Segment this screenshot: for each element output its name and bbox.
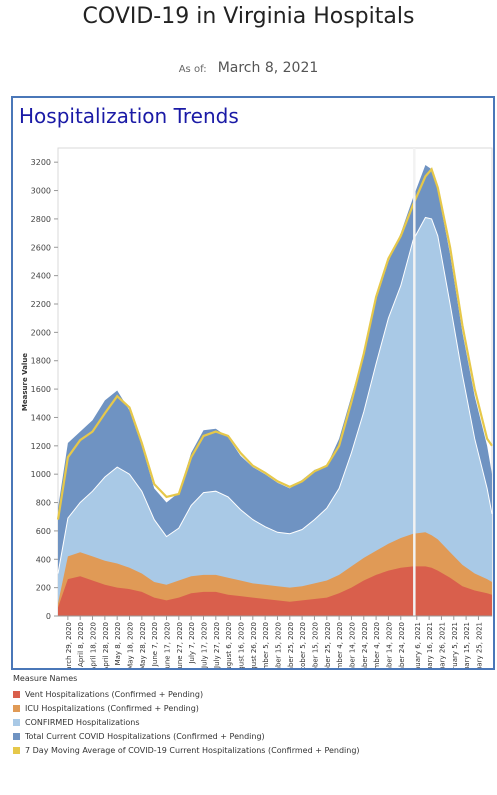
y-tick-label: 0 (46, 612, 51, 621)
series-vent-area (58, 566, 492, 616)
x-tick-label: March 29, 2020 (65, 622, 73, 668)
x-tick-label: November 4, 2020 (336, 622, 344, 668)
x-tick-label: July 27, 2020 (213, 622, 221, 668)
legend-label: ICU Hospitalizations (Confirmed + Pendin… (25, 703, 199, 713)
legend-item[interactable]: 7 Day Moving Average of COVID-19 Current… (13, 743, 493, 757)
x-tick-label: April 8, 2020 (77, 622, 85, 667)
x-tick-label: September 15, 2020 (274, 622, 282, 668)
y-axis-label: Measure Value (21, 353, 29, 411)
y-tick-label: 2600 (31, 243, 51, 252)
series-confirmed-line (57, 216, 493, 574)
x-tick-label: May 18, 2020 (127, 622, 135, 668)
page-title: COVID-19 in Virginia Hospitals (82, 4, 415, 29)
x-tick-label: December 14, 2020 (385, 622, 393, 668)
legend-swatch (13, 690, 20, 698)
legend-label: CONFIRMED Hospitalizations (25, 717, 140, 727)
legend-title: Measure Names (13, 674, 78, 683)
x-tick-label: October 5, 2020 (299, 622, 307, 668)
legend-swatch (13, 746, 20, 754)
y-tick-label: 1000 (31, 470, 51, 479)
y-tick-label: 2200 (31, 300, 51, 309)
legend-label: Vent Hospitalizations (Confirmed + Pendi… (25, 689, 204, 699)
legend-swatch (13, 732, 20, 740)
x-tick-label: December 4, 2020 (373, 622, 381, 668)
y-tick-label: 1800 (31, 357, 51, 366)
x-tick-label: June 7, 2020 (151, 622, 159, 667)
y-tick-label: 2400 (31, 272, 51, 281)
x-tick-label: August 16, 2020 (237, 622, 245, 668)
x-tick-label: January 16, 2021 (426, 622, 434, 668)
y-tick-label: 3200 (31, 158, 51, 167)
y-tick-label: 2000 (31, 328, 51, 337)
x-tick-label: May 8, 2020 (114, 622, 122, 665)
y-tick-label: 3000 (31, 187, 51, 196)
x-tick-label: September 5, 2020 (262, 622, 270, 668)
legend-item[interactable]: Total Current COVID Hospitalizations (Co… (13, 729, 493, 743)
x-tick-label: August 6, 2020 (225, 622, 233, 668)
series-average-line (56, 167, 493, 520)
as-of-date: March 8, 2021 (217, 60, 319, 76)
panel-title: Hospitalization Trends (19, 104, 239, 128)
x-tick-label: December 24, 2020 (398, 622, 406, 668)
y-tick-label: 400 (36, 555, 51, 564)
legend-swatch (13, 718, 20, 726)
y-tick-label: 200 (36, 584, 51, 593)
y-tick-label: 1200 (31, 442, 51, 451)
x-tick-label: April 18, 2020 (90, 622, 98, 668)
x-tick-label: July 7, 2020 (188, 622, 196, 665)
legend-item[interactable]: ICU Hospitalizations (Confirmed + Pendin… (13, 701, 493, 715)
legend-swatch (13, 704, 20, 712)
legend-item[interactable]: CONFIRMED Hospitalizations (13, 715, 493, 729)
x-tick-label: June 17, 2020 (164, 622, 172, 668)
y-tick-label: 1400 (31, 413, 51, 422)
y-tick-label: 600 (36, 527, 51, 536)
x-tick-label: February 15, 2021 (463, 622, 471, 668)
x-tick-label: April 28, 2020 (102, 622, 110, 668)
x-tick-label: May 28, 2020 (139, 622, 147, 668)
legend-item[interactable]: Vent Hospitalizations (Confirmed + Pendi… (13, 687, 493, 701)
x-tick-label: August 26, 2020 (250, 622, 258, 668)
y-tick-label: 2800 (31, 215, 51, 224)
x-tick-label: October 15, 2020 (311, 622, 319, 668)
y-tick-label: 1600 (31, 385, 51, 394)
x-tick-label: November 14, 2020 (348, 622, 356, 668)
x-tick-label: February 25, 2021 (475, 622, 483, 668)
x-tick-label: February 5, 2021 (451, 622, 459, 668)
as-of-row: As of: March 8, 2021 (0, 57, 497, 76)
x-tick-label: July 17, 2020 (200, 622, 208, 668)
chart-panel: Hospitalization Trends 0 200 400 600 800 1000… (11, 96, 495, 670)
legend: Measure Names Vent Hospitalizations (Con… (13, 674, 493, 757)
x-tick-label: November 24, 2020 (361, 622, 369, 668)
as-of-label: As of: (178, 64, 207, 75)
x-tick-label: September 25, 2020 (287, 622, 295, 668)
x-tick-label: January 6, 2021 (414, 622, 422, 668)
legend-label: Total Current COVID Hospitalizations (Co… (25, 731, 265, 741)
y-tick-label: 800 (36, 499, 51, 508)
series-confirmed-area (58, 217, 492, 616)
x-tick-label: January 26, 2021 (438, 622, 446, 668)
hospitalization-chart[interactable]: 0 200 400 600 800 1000 1200 1400 1600 1800 2000 220… (13, 98, 493, 668)
x-tick-label: October 25, 2020 (324, 622, 332, 668)
legend-label: 7 Day Moving Average of COVID-19 Current… (25, 745, 360, 755)
x-tick-label: June 27, 2020 (176, 622, 184, 668)
